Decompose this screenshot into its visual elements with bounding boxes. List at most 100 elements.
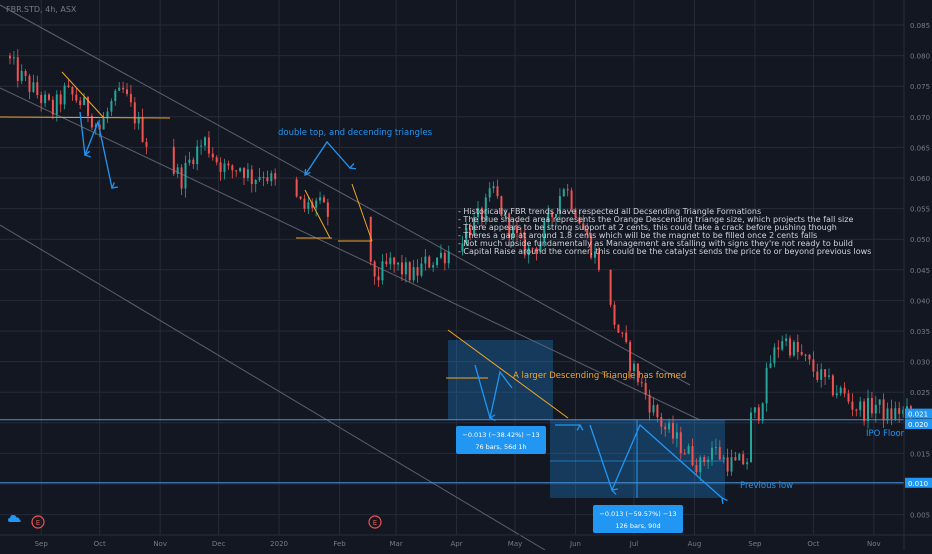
candle-body: [695, 465, 698, 473]
candle-body: [730, 457, 733, 472]
candle-body: [239, 168, 242, 172]
candle-body: [761, 403, 764, 421]
candle-body: [443, 252, 446, 264]
candle-body: [16, 57, 19, 81]
channel-line[interactable]: [0, 4, 691, 386]
cloud-icon[interactable]: [8, 515, 21, 522]
earnings-marker-letter: E: [36, 519, 40, 527]
orange-trendline[interactable]: [61, 71, 105, 119]
price-label: 0.010: [908, 480, 928, 488]
y-tick-label: 0.075: [910, 83, 930, 91]
candle-body: [428, 256, 431, 268]
candle-body: [516, 226, 518, 233]
candle-body: [582, 223, 585, 230]
candle-body: [246, 169, 249, 178]
candle-body: [106, 111, 109, 119]
candle-body: [126, 89, 128, 94]
candle-body: [141, 117, 144, 142]
candles: [9, 49, 912, 481]
notes-block: - Historically FBR trends have respected…: [458, 207, 871, 256]
x-tick-label: May: [508, 540, 522, 548]
candle-body: [200, 145, 203, 147]
candle-body: [886, 408, 889, 421]
candle-body: [496, 186, 499, 197]
projection-arrow[interactable]: [474, 364, 513, 419]
candle-body: [484, 197, 487, 221]
candle-body: [722, 457, 725, 460]
candle-body: [874, 404, 877, 414]
projection-arrow[interactable]: [79, 111, 113, 189]
cloud-icon-shape[interactable]: [8, 515, 21, 522]
x-tick-label: Oct: [807, 540, 819, 548]
candle-body: [613, 304, 616, 325]
projection-arrow[interactable]: [304, 140, 351, 176]
candle-body: [235, 170, 238, 172]
candle-body: [114, 90, 117, 102]
y-tick-label: 0.030: [910, 359, 930, 367]
x-tick-label: Jun: [569, 540, 581, 548]
candle-body: [75, 94, 78, 101]
y-tick-label: 0.050: [910, 236, 930, 244]
candle-body: [295, 179, 298, 197]
candle-body: [574, 209, 577, 218]
ipo-floor-label: IPO Floor: [866, 429, 905, 439]
candle-body: [566, 189, 569, 191]
orange-trendline[interactable]: [351, 183, 373, 242]
candle-body: [859, 401, 862, 411]
candle-body: [274, 173, 277, 180]
candle-body: [137, 117, 140, 124]
candle-body: [424, 256, 427, 264]
candle-body: [773, 347, 776, 364]
candle-body: [890, 408, 893, 420]
candle-body: [851, 401, 854, 410]
candle-body: [734, 457, 737, 461]
earnings-marker[interactable]: E: [368, 515, 382, 529]
candle-body: [867, 398, 869, 422]
channel-line[interactable]: [0, 87, 701, 421]
channel-line[interactable]: [0, 224, 546, 551]
orange-trendline[interactable]: [304, 189, 331, 239]
candle-body: [322, 197, 325, 203]
candle-body: [447, 251, 450, 264]
earnings-marker[interactable]: E: [31, 515, 45, 529]
projection-arrow[interactable]: [589, 423, 723, 499]
candle-body: [578, 217, 581, 224]
candle-body: [307, 202, 310, 209]
candle-body: [439, 252, 442, 258]
x-tick-label: Feb: [333, 540, 346, 548]
candle-body: [254, 179, 257, 185]
orange-trendline[interactable]: [447, 329, 569, 419]
triangle-measure-box[interactable]: [448, 340, 553, 420]
x-tick-label: Nov: [153, 540, 167, 548]
candle-body: [742, 454, 745, 465]
candle-body: [231, 165, 234, 171]
measure-boxes: [448, 340, 725, 498]
triangle-annotation: A larger Descending Triangle has formed: [513, 371, 686, 381]
arrow-head: [110, 182, 119, 189]
candle-body: [835, 393, 838, 396]
candle-body: [215, 157, 218, 163]
y-tick-label: 0.060: [910, 175, 930, 183]
arrow-head: [304, 168, 311, 177]
candle-body: [389, 257, 392, 265]
x-tick-label: Jul: [629, 540, 639, 548]
arrow-head: [610, 488, 619, 495]
y-tick-label: 0.040: [910, 297, 930, 305]
price-label-bg: [905, 408, 932, 419]
candle-body: [547, 212, 550, 222]
candle-body: [385, 261, 388, 265]
candle-body: [416, 267, 419, 276]
candle-body: [816, 371, 819, 380]
candle-body: [539, 241, 542, 252]
earnings-marker-circle[interactable]: [31, 515, 45, 529]
note-line: - Capital Raise around the corner, this …: [458, 247, 871, 256]
candle-body: [831, 375, 834, 396]
earnings-marker-circle[interactable]: [368, 515, 382, 529]
measure-label-2-change: −0.013 (−59.57%) −13: [599, 510, 676, 518]
candle-body: [781, 341, 784, 350]
candle-body: [488, 188, 491, 198]
orange-trendline[interactable]: [0, 116, 171, 119]
arrow-head: [348, 162, 357, 170]
candle-body: [9, 55, 11, 59]
trend-lines: [0, 4, 904, 551]
